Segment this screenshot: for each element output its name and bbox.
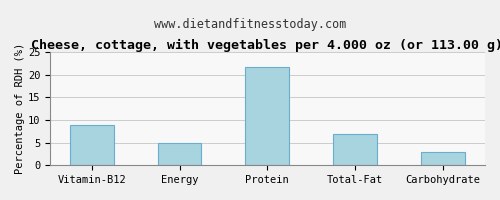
Bar xyxy=(70,125,114,165)
Bar xyxy=(333,134,377,165)
Bar xyxy=(158,143,202,165)
Title: Cheese, cottage, with vegetables per 4.000 oz (or 113.00 g): Cheese, cottage, with vegetables per 4.0… xyxy=(32,39,500,52)
Y-axis label: Percentage of RDH (%): Percentage of RDH (%) xyxy=(15,43,25,174)
Bar xyxy=(421,152,465,165)
Bar xyxy=(246,67,290,165)
Text: www.dietandfitnesstoday.com: www.dietandfitnesstoday.com xyxy=(154,18,346,31)
